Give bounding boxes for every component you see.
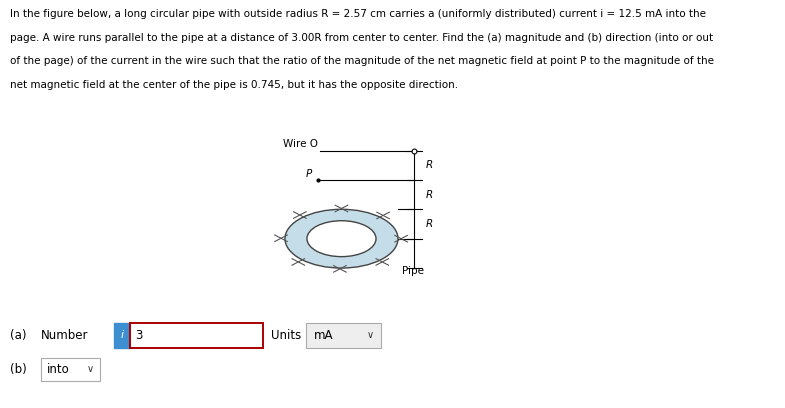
Text: Pipe: Pipe xyxy=(402,266,424,276)
Circle shape xyxy=(307,221,376,257)
FancyBboxPatch shape xyxy=(114,323,130,348)
FancyBboxPatch shape xyxy=(306,323,381,348)
Text: ∨: ∨ xyxy=(86,364,94,374)
FancyBboxPatch shape xyxy=(41,358,100,381)
Text: ∨: ∨ xyxy=(367,330,374,340)
Text: Number: Number xyxy=(41,329,89,342)
FancyBboxPatch shape xyxy=(130,323,263,348)
Text: P: P xyxy=(305,169,312,179)
Text: In the figure below, a long circular pipe with outside radius R = 2.57 cm carrie: In the figure below, a long circular pip… xyxy=(10,9,706,19)
Text: into: into xyxy=(47,363,70,376)
Text: Units: Units xyxy=(271,329,301,342)
Text: (b): (b) xyxy=(10,363,27,376)
Circle shape xyxy=(285,209,398,268)
Text: of the page) of the current in the wire such that the ratio of the magnitude of : of the page) of the current in the wire … xyxy=(10,56,714,67)
Text: page. A wire runs parallel to the pipe at a distance of 3.00R from center to cen: page. A wire runs parallel to the pipe a… xyxy=(10,33,714,43)
Text: mA: mA xyxy=(314,329,334,342)
Text: net magnetic field at the center of the pipe is 0.745, but it has the opposite d: net magnetic field at the center of the … xyxy=(10,80,458,90)
Text: R: R xyxy=(425,190,433,200)
Text: i: i xyxy=(120,330,123,340)
Text: R: R xyxy=(425,219,433,229)
Text: Wire O: Wire O xyxy=(283,138,318,149)
Text: R: R xyxy=(425,160,433,170)
Text: (a): (a) xyxy=(10,329,27,342)
Text: 3: 3 xyxy=(135,329,142,342)
